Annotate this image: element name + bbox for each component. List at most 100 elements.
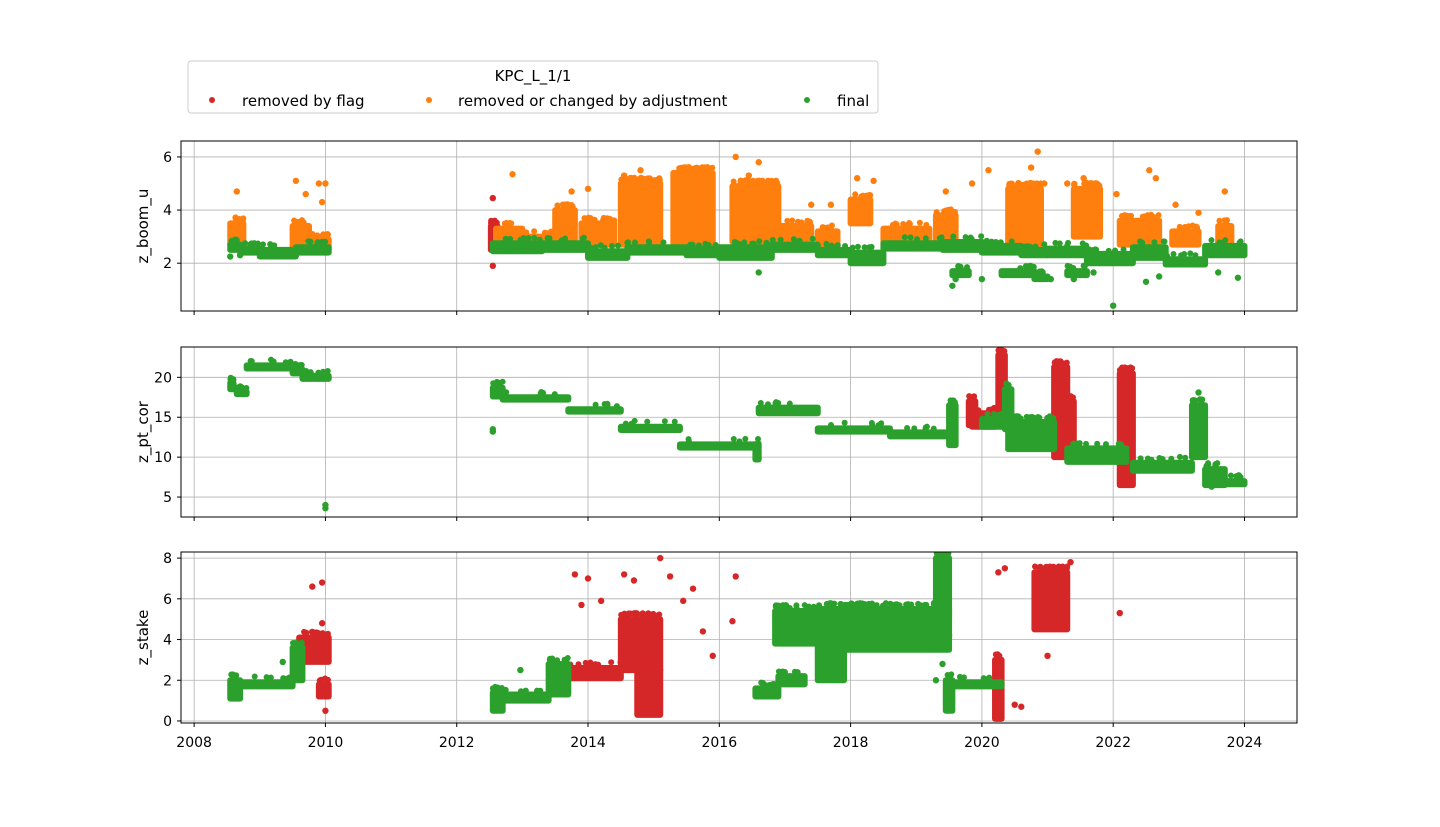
data-point-flag (968, 394, 975, 401)
y-tick-label: 4 (163, 203, 172, 219)
data-point-final (984, 411, 991, 418)
series-adjustment (227, 148, 1235, 253)
data-band-final (1202, 466, 1228, 489)
data-point-adjustment (1128, 212, 1135, 219)
data-point-final (1075, 442, 1082, 449)
data-point-final (251, 240, 258, 247)
panel-z_stake: 0 2 4 6 8 2008 2010 2012 2014 2016 2018 2020 2022 202… (134, 551, 1298, 751)
data-point-final (517, 688, 524, 695)
data-band-final (814, 246, 854, 259)
data-point-final (1085, 246, 1092, 253)
legend-label-final: final (837, 92, 869, 110)
data-point-final (821, 642, 828, 649)
data-point-final (1067, 263, 1074, 270)
data-point-final (608, 243, 615, 250)
data-point-adjustment (1064, 180, 1071, 187)
data-point-adjustment (683, 164, 690, 171)
data-point-final (230, 238, 237, 245)
data-point-final (1137, 455, 1144, 462)
data-point-adjustment (554, 202, 561, 209)
data-point-final (952, 275, 959, 283)
data-point-final (1144, 455, 1151, 462)
data-point-final (964, 264, 971, 271)
data-point-flag (1054, 360, 1061, 367)
data-band-final (227, 379, 237, 393)
data-point-final (1205, 461, 1212, 468)
data-point-final (687, 241, 694, 248)
data-point-final (755, 436, 762, 443)
data-point-final (1027, 243, 1034, 250)
data-band-flag (1031, 569, 1071, 633)
data-point-final (757, 399, 764, 406)
data-point-flag (308, 628, 315, 635)
data-band-final (539, 240, 592, 253)
panel-data (227, 552, 1123, 722)
data-point-adjustment (620, 172, 628, 179)
data-band-final (1188, 402, 1209, 461)
data-point-adjustment (853, 174, 861, 182)
data-point-adjustment (867, 192, 874, 199)
data-point-adjustment (1216, 217, 1223, 224)
data-point-adjustment (646, 175, 653, 182)
data-point-adjustment (827, 201, 835, 208)
data-point-adjustment (1090, 201, 1097, 208)
data-point-final (705, 242, 712, 249)
x-tick-label: 2008 (176, 735, 212, 751)
data-point-flag (1001, 565, 1009, 572)
data-point-adjustment (755, 159, 762, 166)
data-band-adjustment (1070, 185, 1104, 240)
data-point-final (854, 600, 861, 607)
data-band-final (775, 673, 808, 688)
data-point-final (490, 380, 497, 387)
data-point-adjustment (292, 177, 300, 185)
data-point-final (1142, 278, 1150, 285)
data-point-final (564, 655, 571, 662)
data-point-adjustment (804, 217, 811, 224)
data-point-final (322, 501, 329, 509)
legend-marker-final (804, 97, 810, 103)
data-band-final (1005, 419, 1058, 453)
data-point-final (1208, 237, 1215, 244)
data-point-final (805, 603, 812, 610)
data-point-final (1105, 247, 1112, 254)
data-point-final (1102, 441, 1109, 448)
data-point-final (314, 239, 321, 246)
data-point-adjustment (985, 167, 992, 174)
panel-data (227, 148, 1248, 309)
data-point-flag (584, 575, 592, 582)
data-point-adjustment (870, 177, 877, 185)
data-point-final (1176, 453, 1183, 460)
series-flag (296, 554, 1123, 722)
data-point-final (1031, 270, 1038, 277)
data-point-final (763, 239, 770, 246)
data-point-final (911, 425, 918, 432)
data-point-final (592, 244, 599, 251)
data-point-final (742, 435, 749, 442)
data-point-final (793, 602, 800, 609)
data-band-adjustment (729, 183, 782, 245)
data-point-flag (316, 631, 323, 638)
data-point-final (1036, 268, 1043, 275)
data-point-flag (1063, 359, 1070, 366)
data-point-final (604, 402, 611, 409)
data-point-adjustment (798, 219, 805, 226)
legend: KPC_L_1/1 removed by flag removed or cha… (187, 60, 879, 114)
data-point-flag (654, 612, 661, 619)
data-point-final (580, 234, 587, 241)
data-point-final (615, 242, 622, 249)
data-point-final (554, 657, 561, 664)
data-point-final (232, 673, 239, 680)
data-point-final (946, 672, 953, 679)
y-tick-label: 15 (154, 410, 172, 426)
data-band-final (1221, 478, 1248, 488)
data-band-final (585, 248, 631, 261)
data-point-final (939, 552, 946, 557)
data-point-final (938, 234, 945, 241)
data-point-final (601, 244, 608, 251)
data-point-final (695, 242, 702, 249)
data-point-final (842, 243, 849, 250)
data-point-final (1187, 250, 1194, 257)
data-band-final (1129, 459, 1195, 474)
data-point-final (1079, 240, 1086, 247)
